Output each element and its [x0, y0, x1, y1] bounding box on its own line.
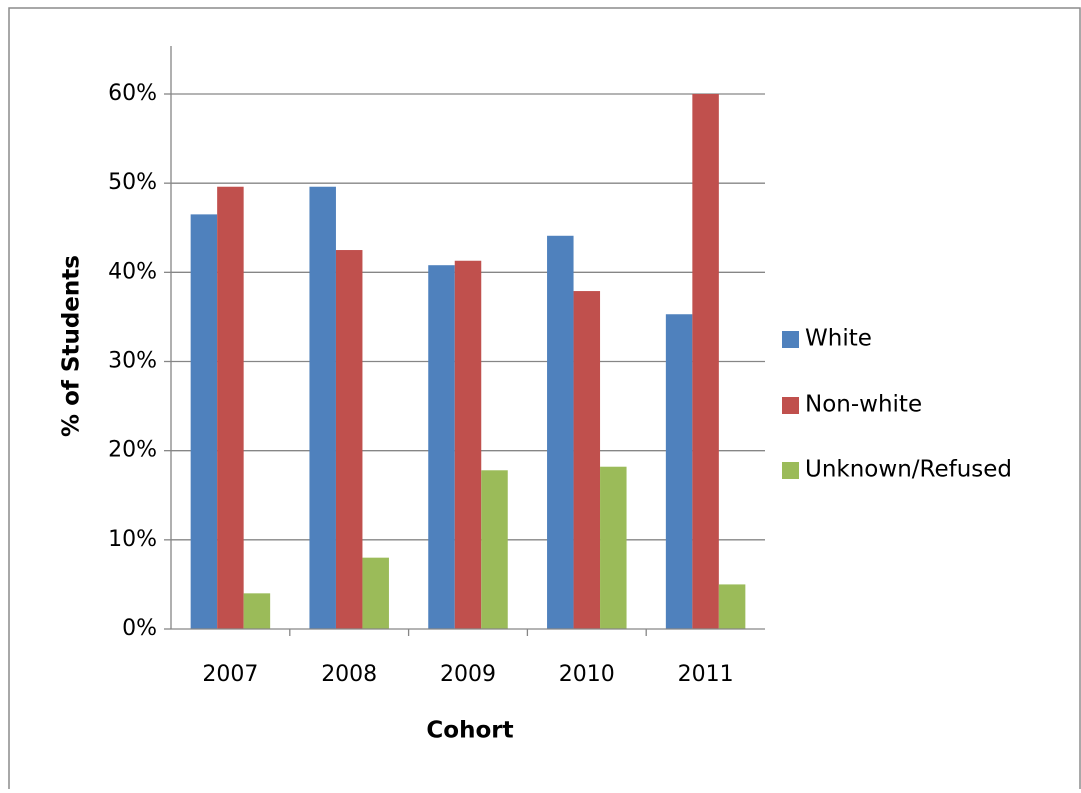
bar-non-white-2009 — [454, 260, 482, 629]
bar-non-white-2007 — [217, 186, 244, 629]
x-tick-label: 2011 — [678, 662, 734, 687]
axes — [170, 46, 765, 636]
bar-white-2007 — [190, 214, 218, 629]
bar-unknown-refused-2008 — [362, 557, 389, 629]
y-tick-label: 30% — [108, 349, 157, 374]
chart-border — [8, 7, 1081, 793]
bar-non-white-2011 — [692, 94, 719, 629]
x-tick-label: 2010 — [559, 662, 615, 687]
y-tick-label: 20% — [108, 438, 157, 463]
legend-swatch — [782, 397, 799, 414]
bar-white-2008 — [309, 186, 336, 629]
legend-swatch — [782, 462, 799, 479]
y-tick-label: 0% — [122, 616, 157, 641]
bar-white-2011 — [665, 314, 693, 629]
y-tick-labels: 0% 10% 20% 30% 40% 50% 60% — [108, 81, 157, 641]
x-tick-label: 2008 — [321, 662, 377, 687]
legend-label: Unknown/Refused — [805, 457, 1012, 483]
x-tick-label: 2007 — [202, 662, 258, 687]
bar-unknown-refused-2011 — [718, 584, 746, 629]
y-tick-label: 40% — [108, 259, 157, 284]
bar-white-2009 — [428, 265, 455, 629]
y-tick-label: 10% — [108, 527, 157, 552]
x-axis-title: Cohort — [426, 718, 513, 744]
y-tick-label: 50% — [108, 170, 157, 195]
legend-label: White — [805, 326, 872, 352]
bars — [190, 94, 746, 629]
legend-label: Non-white — [805, 392, 922, 418]
bar-non-white-2010 — [573, 291, 601, 629]
legend-swatch — [782, 331, 799, 348]
y-tick-label: 60% — [108, 81, 157, 106]
legend: White Non-white Unknown/Refused — [782, 326, 1012, 483]
bar-white-2010 — [547, 235, 574, 629]
y-axis-title: % of Students — [59, 255, 85, 437]
bar-unknown-refused-2010 — [600, 466, 627, 629]
x-tick-labels: 2007 2008 2009 2010 2011 — [202, 662, 733, 687]
bar-unknown-refused-2009 — [481, 470, 508, 629]
bar-non-white-2008 — [335, 250, 363, 629]
bar-unknown-refused-2007 — [243, 593, 271, 629]
x-tick-label: 2009 — [440, 662, 496, 687]
